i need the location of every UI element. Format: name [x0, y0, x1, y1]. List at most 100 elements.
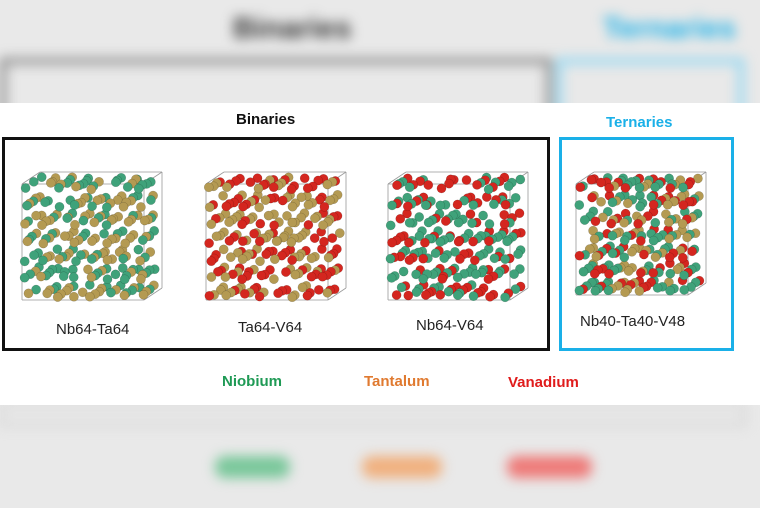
niobium-atom [452, 272, 463, 283]
niobium-atom [414, 231, 425, 241]
niobium-atom [430, 248, 441, 259]
niobium-atom [22, 200, 32, 211]
tantalum-atom [136, 202, 146, 212]
niobium-atom [503, 181, 514, 192]
crystal-nb64-v64 [385, 171, 529, 303]
tantalum-atom [119, 290, 130, 301]
niobium-atom [418, 274, 429, 284]
tantalum-atom [86, 184, 97, 195]
vanadium-atom [403, 290, 414, 301]
vanadium-atom [635, 236, 646, 246]
tantalum-atom [102, 238, 112, 249]
tantalum-atom [92, 195, 103, 206]
niobium-atom [101, 220, 112, 230]
niobium-atom [635, 201, 645, 212]
tantalum-atom [290, 269, 301, 280]
tantalum-atom [206, 272, 217, 282]
tantalum-atom [589, 234, 600, 244]
vanadium-atom [327, 233, 338, 243]
vanadium-atom [469, 255, 480, 266]
vanadium-atom [404, 255, 415, 265]
vanadium-atom [277, 195, 288, 206]
vanadium-atom [237, 219, 247, 230]
vanadium-atom [604, 183, 615, 193]
niobium-atom [68, 272, 79, 283]
cell-edge [21, 171, 41, 185]
vanadium-atom [484, 236, 494, 246]
tantalum-atom [52, 292, 63, 302]
caption-nb40-ta40-v48: Nb40-Ta40-V48 [580, 313, 686, 330]
tantalum-atom [218, 190, 228, 201]
tantalum-atom [218, 244, 229, 255]
tantalum-atom [619, 217, 630, 228]
vanadium-atom [678, 200, 689, 210]
tantalum-atom [83, 264, 93, 275]
caption-nb64-ta64: Nb64-Ta64 [56, 321, 130, 338]
tantalum-atom [59, 231, 70, 241]
niobium-atom [40, 197, 50, 208]
tantalum-atom [37, 220, 47, 230]
blurred-vanadium-pill [507, 456, 592, 478]
vanadium-atom [461, 175, 472, 185]
vanadium-atom [437, 274, 448, 284]
vanadium-atom [206, 256, 217, 267]
vanadium-atom [306, 271, 317, 282]
niobium-atom [87, 201, 97, 212]
niobium-atom [650, 217, 661, 228]
niobium-atom [117, 263, 128, 273]
niobium-atom [386, 273, 397, 283]
vanadium-atom [590, 216, 601, 227]
niobium-atom [579, 215, 590, 225]
tantalum-atom [318, 220, 328, 231]
niobium-atom [146, 195, 156, 205]
tantalum-atom [260, 195, 271, 205]
vanadium-atom [635, 267, 646, 278]
tantalum-atom [269, 254, 280, 265]
cell-edge [687, 282, 707, 296]
tantalum-atom [89, 217, 100, 228]
vanadium-atom [302, 290, 313, 301]
niobium-atom [665, 285, 675, 296]
niobium-atom [20, 183, 31, 193]
tantalum-atom [253, 183, 264, 194]
tantalum-atom [334, 228, 345, 238]
niobium-atom [110, 269, 121, 280]
tantalum-atom [139, 215, 150, 226]
vanadium-atom [392, 180, 402, 191]
tantalum-atom [591, 251, 602, 262]
cell-edge [509, 287, 529, 301]
niobium-atom [36, 172, 47, 182]
niobium-atom [69, 200, 80, 210]
niobium-atom [414, 212, 425, 222]
tantalum-atom [598, 212, 608, 223]
vanadium-atom [395, 213, 406, 224]
tantalum-atom [663, 217, 674, 228]
tantalum-atom [45, 178, 56, 188]
vanadium-atom [423, 180, 434, 190]
vanadium-atom [639, 249, 649, 260]
caption-nb64-v64: Nb64-V64 [416, 317, 484, 334]
niobium-atom [678, 182, 688, 193]
vanadium-atom [252, 173, 263, 184]
niobium-atom [500, 292, 510, 303]
tantalum-atom [269, 274, 279, 284]
niobium-atom [118, 253, 129, 264]
niobium-atom [71, 256, 81, 267]
tantalum-atom [310, 213, 320, 224]
tantalum-atom [677, 218, 688, 229]
vanadium-atom [299, 173, 310, 184]
tantalum-atom [71, 181, 81, 192]
niobium-atom [423, 217, 434, 228]
niobium-atom [513, 249, 523, 259]
vanadium-atom [302, 183, 313, 194]
niobium-atom [603, 285, 614, 296]
tantalum-atom [672, 264, 683, 275]
tantalum-atom [102, 255, 113, 265]
niobium-atom [452, 290, 463, 300]
niobium-atom [133, 183, 144, 194]
vanadium-atom [286, 184, 297, 195]
vanadium-atom [687, 246, 697, 257]
niobium-atom [404, 217, 415, 228]
legend-niobium: Niobium [222, 373, 282, 390]
niobium-atom [411, 287, 422, 297]
